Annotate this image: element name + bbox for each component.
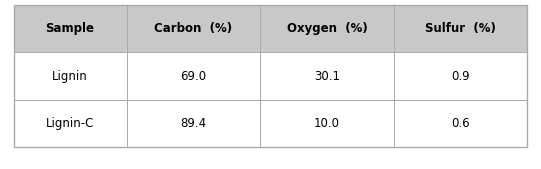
Text: Carbon  (%): Carbon (%): [154, 22, 233, 35]
Text: Lignin: Lignin: [52, 70, 88, 82]
Bar: [260, 52, 394, 100]
Bar: [127, 5, 260, 52]
Text: Sulfur  (%): Sulfur (%): [425, 22, 496, 35]
Bar: [394, 5, 527, 52]
Text: 30.1: 30.1: [314, 70, 340, 82]
Text: 89.4: 89.4: [180, 117, 207, 130]
Bar: [14, 52, 127, 100]
Bar: [127, 52, 260, 100]
Text: Sample: Sample: [45, 22, 95, 35]
Bar: [14, 5, 527, 147]
Bar: [14, 100, 127, 147]
Bar: [14, 5, 127, 52]
Bar: [260, 5, 394, 52]
Text: 69.0: 69.0: [180, 70, 207, 82]
Text: Lignin-C: Lignin-C: [46, 117, 94, 130]
Text: Oxygen  (%): Oxygen (%): [287, 22, 367, 35]
Bar: [394, 100, 527, 147]
Text: 0.9: 0.9: [451, 70, 470, 82]
Bar: [394, 52, 527, 100]
Text: 10.0: 10.0: [314, 117, 340, 130]
Text: 0.6: 0.6: [451, 117, 470, 130]
Bar: [260, 100, 394, 147]
Bar: [127, 100, 260, 147]
